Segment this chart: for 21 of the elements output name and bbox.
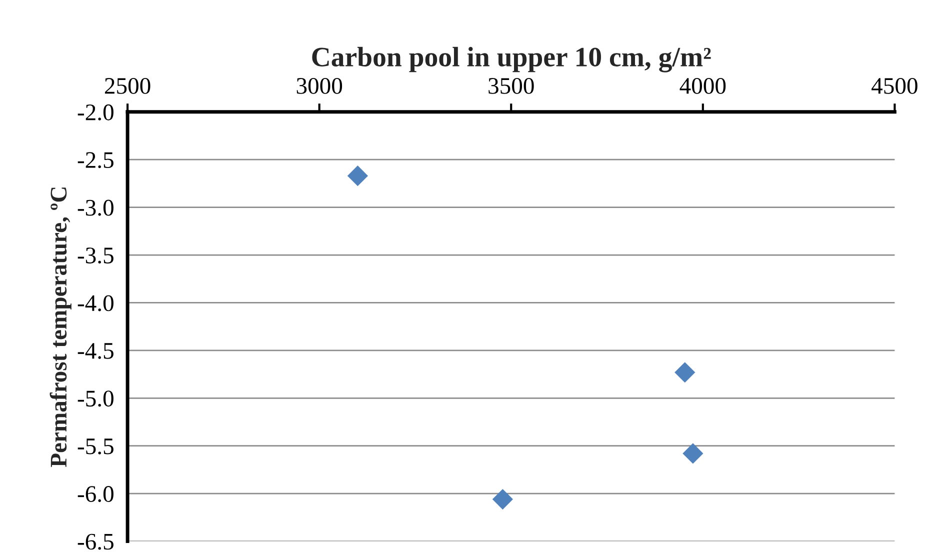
x-tick-label: 3000 [296, 78, 342, 94]
point [674, 362, 696, 383]
x-tick-label: 3500 [488, 78, 534, 94]
y-tick-label: -6.5 [78, 534, 114, 550]
x-tick-label: 4500 [872, 78, 918, 94]
x-tick-label: 4000 [680, 78, 726, 94]
y-tick-label: -2.0 [78, 104, 114, 120]
y-tick-label: -5.0 [78, 390, 114, 407]
y-tick-label: -6.0 [78, 486, 114, 502]
y-tick-label: -2.5 [78, 152, 114, 168]
point [347, 166, 368, 186]
y-axis-title: Permafrost temperature, ºC [50, 188, 72, 468]
y-tick-label: -3.5 [78, 248, 114, 264]
x-tick-label: 2500 [104, 78, 150, 94]
point [492, 488, 513, 510]
x-axis-title: Carbon pool in upper 10 cm, g/m² [312, 46, 711, 72]
y-tick-label: -4.0 [78, 295, 114, 312]
y-tick-label: -3.0 [78, 200, 114, 216]
point [682, 443, 704, 464]
y-tick-label: -4.5 [78, 343, 114, 359]
y-tick-label: -5.5 [78, 438, 114, 454]
